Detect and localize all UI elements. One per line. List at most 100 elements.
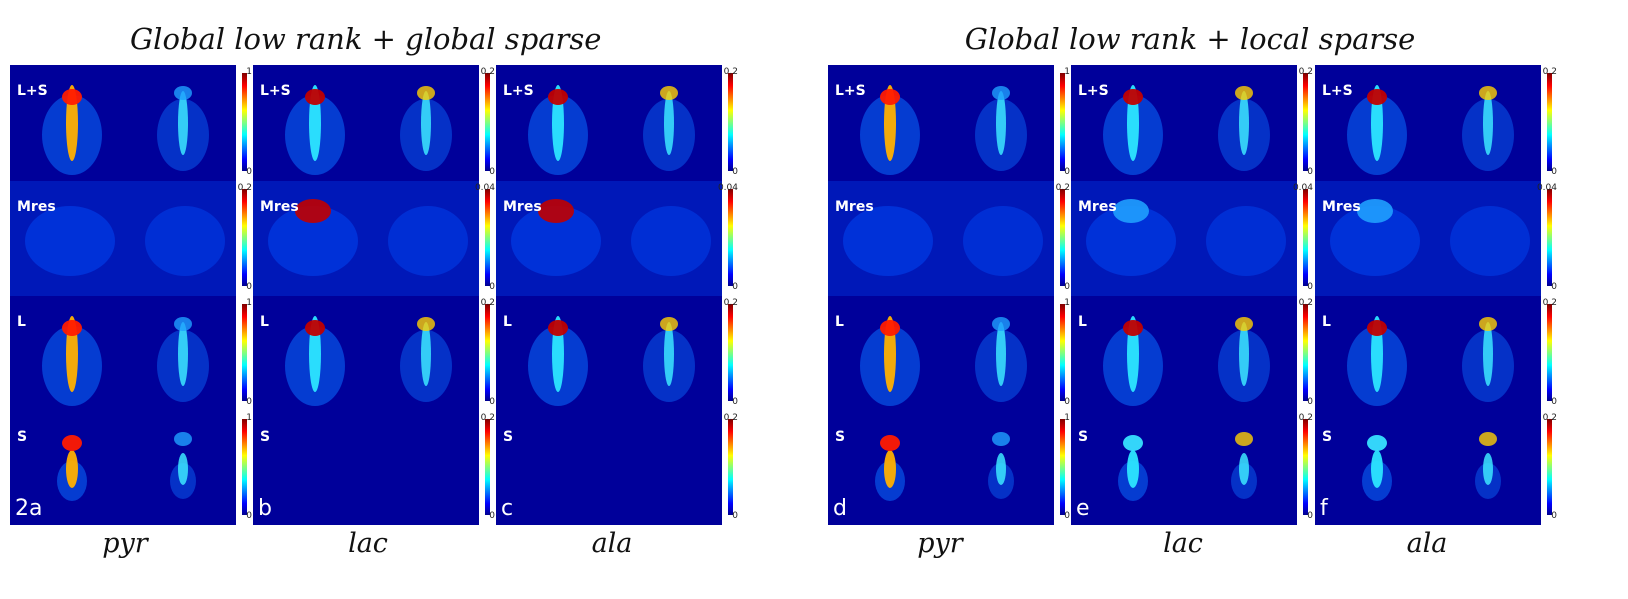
image-blobs xyxy=(1118,432,1257,501)
row-label: Mres xyxy=(1322,199,1361,215)
colorbar-min-label: 0 xyxy=(1307,511,1313,521)
colorbar-gradient xyxy=(485,189,490,286)
colorbar: 0.2 0 xyxy=(479,65,501,181)
colorbar-max-label: 1 xyxy=(246,67,252,77)
intensity-blob xyxy=(1123,320,1143,336)
row-label: L+S xyxy=(835,83,866,99)
colorbar: 0.04 0 xyxy=(1293,181,1319,296)
colorbar-max-label: 1 xyxy=(1064,67,1070,77)
intensity-blob xyxy=(66,450,78,488)
colorbar: 0.04 0 xyxy=(475,181,501,296)
intensity-blob xyxy=(1235,317,1253,331)
column-label-ala-2: ala xyxy=(1406,528,1448,559)
intensity-blob xyxy=(1483,453,1493,485)
image-tile-row-3: S xyxy=(10,411,236,525)
colorbar-gradient xyxy=(1303,304,1308,401)
row-label: S xyxy=(260,429,271,445)
intensity-blob xyxy=(538,199,574,223)
intensity-blob xyxy=(1367,435,1387,451)
intensity-blob xyxy=(1483,91,1493,155)
colorbar-min-label: 0 xyxy=(246,167,252,177)
intensity-blob xyxy=(178,453,188,485)
intensity-blob xyxy=(25,206,115,276)
intensity-blob xyxy=(62,435,82,451)
colorbar-max-label: 0.2 xyxy=(1055,183,1070,193)
colorbar: 0.2 0 xyxy=(479,296,501,411)
intensity-blob xyxy=(996,91,1006,155)
image-blobs xyxy=(285,85,452,175)
colorbar-max-label: 1 xyxy=(1064,413,1070,423)
colorbar-gradient xyxy=(1060,73,1065,171)
image-blobs xyxy=(25,206,225,276)
intensity-blob xyxy=(174,432,192,446)
colorbar-min-label: 0 xyxy=(732,511,738,521)
colorbar: 0.2 0 xyxy=(722,411,744,525)
intensity-blob xyxy=(660,86,678,100)
image-blobs xyxy=(496,411,722,525)
intensity-blob xyxy=(268,206,358,276)
intensity-blob xyxy=(1113,199,1149,223)
colorbar-min-label: 0 xyxy=(489,282,495,292)
colorbar: 0.2 0 xyxy=(722,65,744,181)
intensity-blob xyxy=(1330,206,1420,276)
image-blobs xyxy=(57,432,196,501)
colorbar-gradient xyxy=(728,189,733,286)
colorbar: 0.2 0 xyxy=(1297,296,1319,411)
colorbar-gradient xyxy=(1547,304,1552,401)
colorbar-min-label: 0 xyxy=(489,167,495,177)
row-label: L xyxy=(1078,314,1087,330)
column-label-lac-1: lac xyxy=(348,528,388,559)
colorbar-gradient xyxy=(1303,419,1308,515)
colorbar-max-label: 0.2 xyxy=(1298,67,1313,77)
colorbar-min-label: 0 xyxy=(1307,167,1313,177)
colorbar-max-label: 0.2 xyxy=(1298,298,1313,308)
image-blobs xyxy=(1347,316,1514,406)
colorbar: 0.04 0 xyxy=(718,181,744,296)
colorbar-max-label: 0.2 xyxy=(237,183,252,193)
colorbar-gradient xyxy=(242,419,247,515)
row-label: S xyxy=(503,429,514,445)
colorbar-gradient xyxy=(485,304,490,401)
colorbar-gradient xyxy=(728,73,733,171)
intensity-blob xyxy=(1127,450,1139,488)
colorbar-min-label: 0 xyxy=(246,282,252,292)
colorbar-min-label: 0 xyxy=(1064,397,1070,407)
colorbar-gradient xyxy=(1547,73,1552,171)
colorbar-max-label: 0.2 xyxy=(723,67,738,77)
row-label: L+S xyxy=(1322,83,1353,99)
colorbar-min-label: 0 xyxy=(1551,397,1557,407)
image-tile-row-0: L+S xyxy=(1315,65,1541,181)
intensity-blob xyxy=(664,91,674,155)
intensity-blob xyxy=(548,89,568,105)
panel-letter: c xyxy=(501,496,514,521)
image-tile-row-2: L xyxy=(1315,296,1541,411)
intensity-blob xyxy=(992,317,1010,331)
image-tile-row-2: L xyxy=(496,296,722,411)
intensity-blob xyxy=(963,206,1043,276)
column-label-pyr-1: pyr xyxy=(102,528,148,559)
colorbar-gradient xyxy=(485,419,490,515)
colorbar-min-label: 0 xyxy=(1064,282,1070,292)
panel-letter: e xyxy=(1076,496,1090,521)
colorbar-min-label: 0 xyxy=(1551,167,1557,177)
intensity-blob xyxy=(1206,206,1286,276)
image-tile-row-3: S xyxy=(1071,411,1297,525)
colorbar-max-label: 1 xyxy=(1064,298,1070,308)
colorbar-gradient xyxy=(242,73,247,171)
image-blobs xyxy=(511,199,711,276)
intensity-blob xyxy=(145,206,225,276)
row-label: Mres xyxy=(503,199,542,215)
colorbar: 0.2 0 xyxy=(1541,411,1563,525)
intensity-blob xyxy=(417,317,435,331)
group-title-local-sparse: Global low rank + local sparse xyxy=(964,22,1416,56)
colorbar-max-label: 0.04 xyxy=(717,183,738,193)
colorbar-max-label: 0.04 xyxy=(1292,183,1313,193)
colorbar: 0.2 0 xyxy=(1541,296,1563,411)
column-label-lac-2: lac xyxy=(1163,528,1203,559)
image-tile-row-1: Mres xyxy=(1071,181,1297,296)
